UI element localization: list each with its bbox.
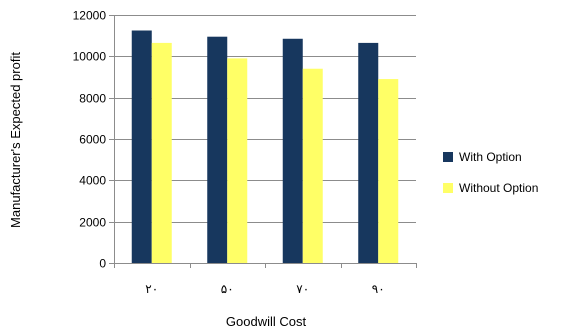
- bar-without-option: [151, 42, 172, 264]
- y-tick-label: 0: [99, 257, 106, 271]
- y-tick-label: 12000: [73, 9, 107, 23]
- x-axis-title: Goodwill Cost: [226, 314, 307, 329]
- axes: [109, 15, 417, 268]
- y-tick-labels: 0 2000 4000 6000 8000 10000 12000: [73, 9, 107, 271]
- y-tick-label: 2000: [79, 216, 106, 230]
- y-tick-label: 8000: [79, 92, 106, 106]
- x-category-labels: ۲۰ ۵۰ ۷۰ ۹۰: [145, 282, 384, 296]
- x-category-label: ۷۰: [296, 282, 309, 296]
- bar-without-option: [302, 68, 323, 263]
- bar-with-option: [358, 42, 379, 264]
- legend-swatch: [443, 152, 453, 162]
- y-tick-label: 4000: [79, 174, 106, 188]
- bar-with-option: [207, 36, 228, 264]
- x-category-label: ۵۰: [221, 282, 234, 296]
- y-axis-title: Manufacturer's Expected profit: [8, 52, 23, 228]
- bar-with-option: [282, 38, 303, 264]
- y-tick-label: 6000: [79, 133, 106, 147]
- y-tick-label: 10000: [73, 50, 107, 64]
- legend-label: Without Option: [459, 181, 538, 195]
- bar-without-option: [378, 79, 399, 263]
- x-category-label: ۲۰: [145, 282, 158, 296]
- x-category-label: ۹۰: [372, 282, 385, 296]
- legend-label: With Option: [459, 150, 522, 164]
- bars: [131, 30, 399, 264]
- legend: With Option Without Option: [443, 150, 538, 195]
- bar-with-option: [131, 30, 152, 263]
- bar-without-option: [227, 58, 248, 264]
- legend-swatch: [443, 183, 453, 193]
